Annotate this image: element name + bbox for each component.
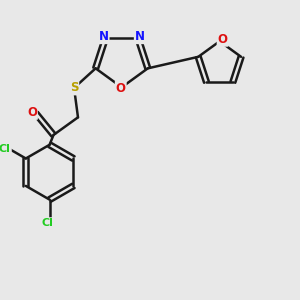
- Text: O: O: [218, 33, 228, 46]
- Text: S: S: [70, 81, 78, 94]
- Text: Cl: Cl: [42, 218, 54, 228]
- Text: Cl: Cl: [0, 144, 11, 154]
- Text: N: N: [99, 30, 109, 43]
- Text: N: N: [135, 30, 145, 43]
- Text: O: O: [116, 82, 126, 95]
- Text: O: O: [27, 106, 37, 119]
